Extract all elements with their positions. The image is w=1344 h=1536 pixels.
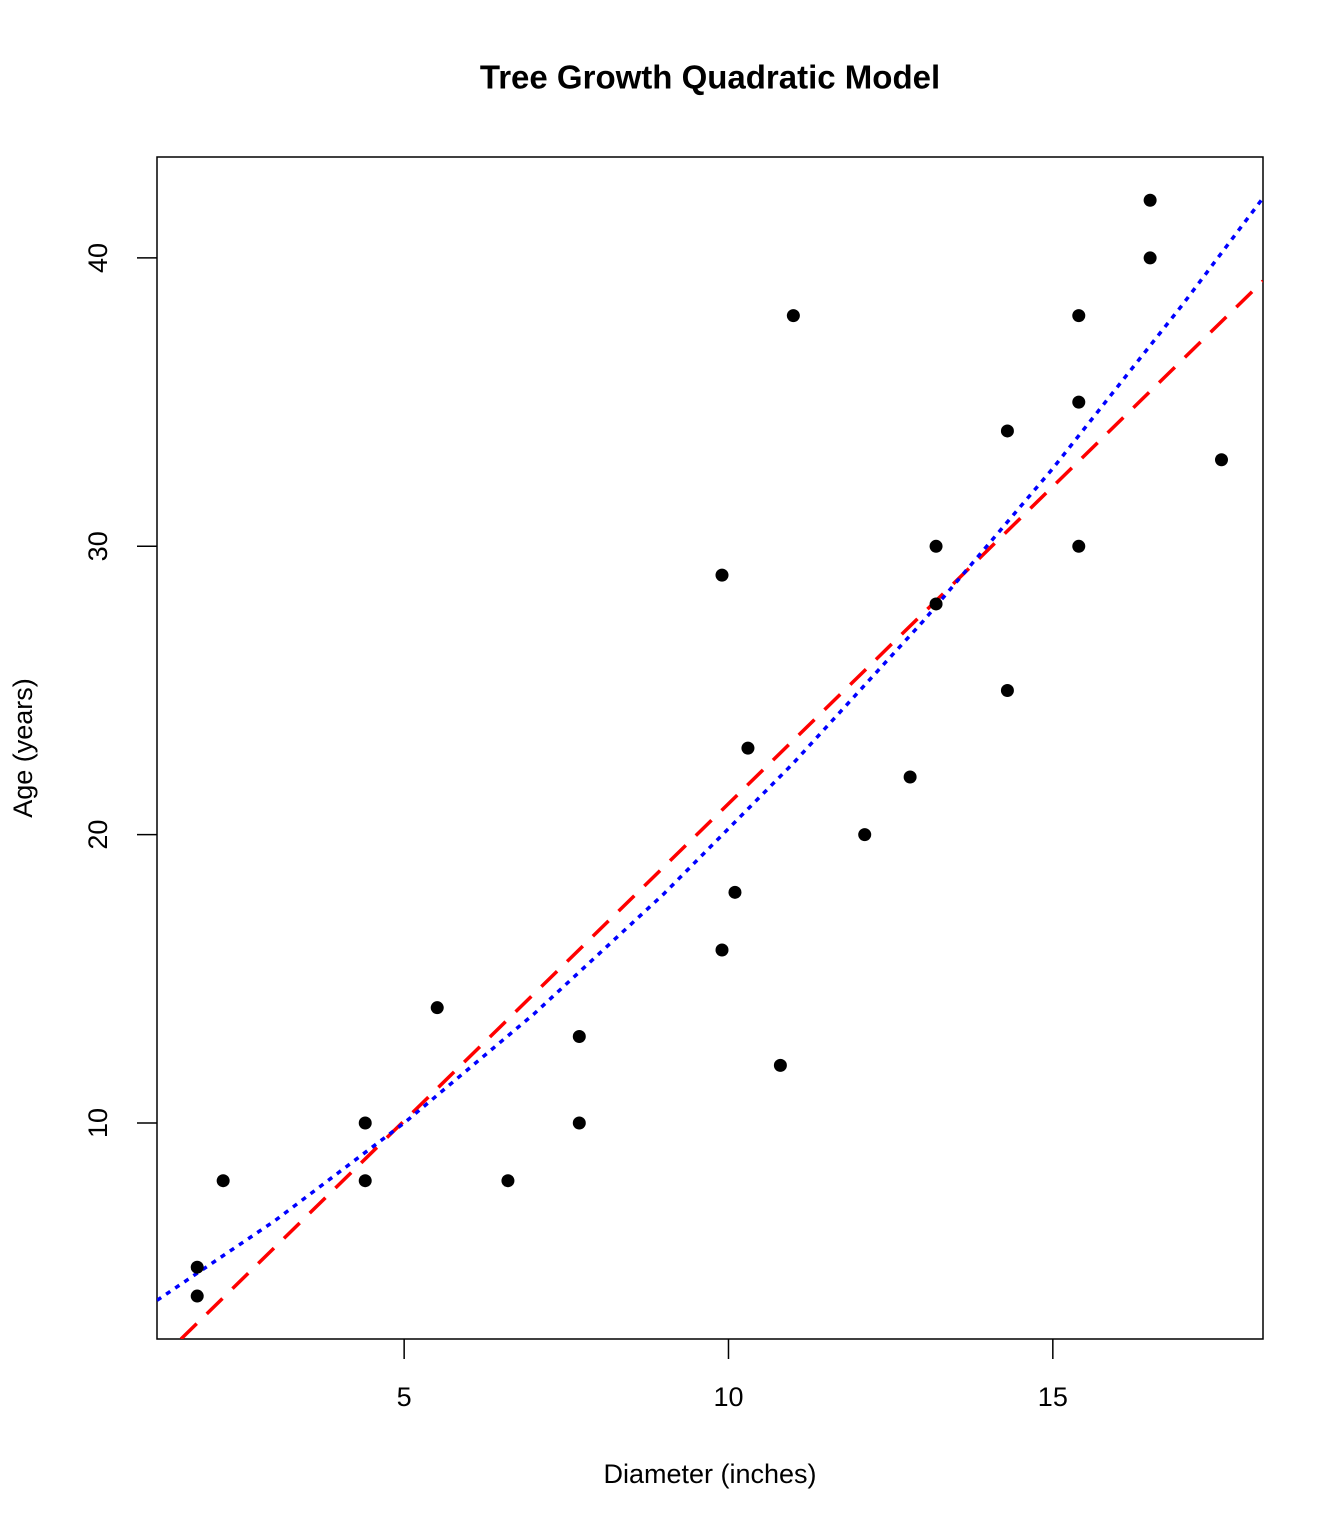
x-tick-label: 15	[1038, 1382, 1068, 1412]
point	[1072, 395, 1086, 409]
point	[1072, 309, 1086, 323]
point	[715, 943, 729, 957]
point	[572, 1116, 586, 1130]
plot-area	[157, 196, 1263, 1339]
y-tick-label: 10	[83, 1108, 113, 1138]
y-tick-label: 20	[83, 820, 113, 850]
point	[190, 1289, 204, 1303]
plot-frame	[156, 156, 1264, 1340]
chart-title: Tree Growth Quadratic Model	[480, 59, 940, 96]
point	[715, 568, 729, 582]
y-tick-label: 40	[83, 243, 113, 273]
y-tick-label: 30	[83, 531, 113, 561]
point	[728, 885, 742, 899]
point	[929, 597, 943, 611]
x-tick-label: 5	[397, 1382, 412, 1412]
fit-line	[157, 196, 1263, 1302]
point	[741, 741, 755, 755]
point	[1000, 683, 1014, 697]
x-tick-label: 10	[713, 1382, 743, 1412]
point	[216, 1174, 230, 1188]
point	[572, 1030, 586, 1044]
point	[430, 1001, 444, 1015]
point	[858, 828, 872, 842]
point	[1143, 193, 1157, 207]
point	[786, 309, 800, 323]
point	[358, 1174, 372, 1188]
point	[190, 1260, 204, 1274]
point	[358, 1116, 372, 1130]
point	[501, 1174, 515, 1188]
point	[1214, 453, 1228, 467]
point	[903, 770, 917, 784]
point	[1000, 424, 1014, 438]
fit-line	[179, 279, 1263, 1339]
point	[773, 1058, 787, 1072]
point	[1072, 539, 1086, 553]
x-axis-title: Diameter (inches)	[603, 1459, 816, 1489]
y-axis-title: Age (years)	[8, 678, 38, 818]
point	[1143, 251, 1157, 265]
point	[929, 539, 943, 553]
